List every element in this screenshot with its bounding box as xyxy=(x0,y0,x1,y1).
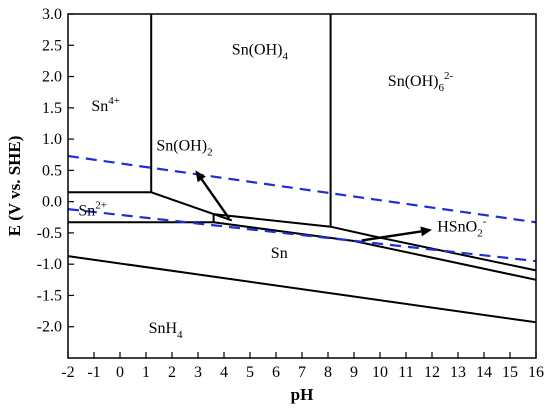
x-tick-label: 6 xyxy=(272,364,280,381)
dashed-boundary-line-9 xyxy=(67,208,537,263)
x-tick-label: 11 xyxy=(398,364,413,381)
region-label: HSnO2- xyxy=(437,216,487,240)
boundary-line-2 xyxy=(68,191,233,222)
y-tick-label: -0.5 xyxy=(37,225,62,242)
y-tick-label: 0.5 xyxy=(42,162,62,179)
dashed-boundary-line-8 xyxy=(67,154,537,224)
x-tick-label: 10 xyxy=(372,364,388,381)
plot-lines xyxy=(67,14,537,324)
y-tick-label: 2.5 xyxy=(42,37,62,54)
y-tick-label: 1.5 xyxy=(42,100,62,117)
y-tick-label: -1.5 xyxy=(37,287,62,304)
x-tick-label: 9 xyxy=(350,364,358,381)
y-tick-label: 3.0 xyxy=(42,6,62,23)
x-tick-label: 3 xyxy=(194,364,202,381)
y-tick-label: -2.0 xyxy=(37,319,62,336)
x-tick-label: -1 xyxy=(87,364,100,381)
boundary-line-5 xyxy=(213,213,537,272)
y-tick-label: 0.0 xyxy=(42,194,62,211)
boundary-line-7 xyxy=(67,255,537,324)
x-tick-label: 0 xyxy=(116,364,124,381)
x-tick-label: -2 xyxy=(61,364,74,381)
x-tick-label: 5 xyxy=(246,364,254,381)
y-tick-label: 1.0 xyxy=(42,131,62,148)
x-tick-label: 8 xyxy=(324,364,332,381)
region-label: Sn(OH)4 xyxy=(232,42,289,63)
y-axis-ticks: 3.0 2.5 2.0 1.5 1.0 0.5 0.0 -0.5 -1.0 -1.5 -2.0 xyxy=(37,6,74,336)
x-tick-label: 14 xyxy=(476,364,492,381)
region-label: Sn2+ xyxy=(78,199,107,219)
annotation-arrow-head-1 xyxy=(420,226,432,237)
annotation-arrows xyxy=(195,170,432,242)
region-label: Sn(OH)62- xyxy=(388,70,454,94)
x-tick-label: 1 xyxy=(142,364,150,381)
y-tick-label: 2.0 xyxy=(42,69,62,86)
x-axis-ticks: -2 -1 0 1 2 3 4 5 6 7 8 9 10 11 12 13 14 15 16 xyxy=(61,352,544,381)
y-axis-title: E (V vs. SHE) xyxy=(5,136,24,237)
x-tick-label: 4 xyxy=(220,364,228,381)
x-axis-title: pH xyxy=(291,385,314,404)
y-tick-label: -1.0 xyxy=(37,256,62,273)
annotation-arrow-head-0 xyxy=(195,170,206,183)
annotation-arrow-shaft-0 xyxy=(200,178,231,220)
region-label: Sn(OH)2 xyxy=(156,137,212,158)
annotation-arrow-shaft-1 xyxy=(361,230,422,242)
x-tick-label: 15 xyxy=(502,364,518,381)
plot-frame xyxy=(67,13,537,359)
x-tick-label: 13 xyxy=(450,364,466,381)
x-tick-label: 16 xyxy=(528,364,544,381)
region-labels: Sn(OH)4 Sn(OH)62- Sn4+ Sn(OH)2 Sn2+ HSnO2- Sn S… xyxy=(78,42,486,341)
x-tick-label: 7 xyxy=(298,364,306,381)
x-tick-label: 12 xyxy=(424,364,440,381)
x-tick-label: 2 xyxy=(168,364,176,381)
region-label: Sn4+ xyxy=(91,95,120,115)
boundary-line-6 xyxy=(213,221,537,281)
region-label: SnH4 xyxy=(149,320,183,341)
region-label: Sn xyxy=(271,245,288,262)
